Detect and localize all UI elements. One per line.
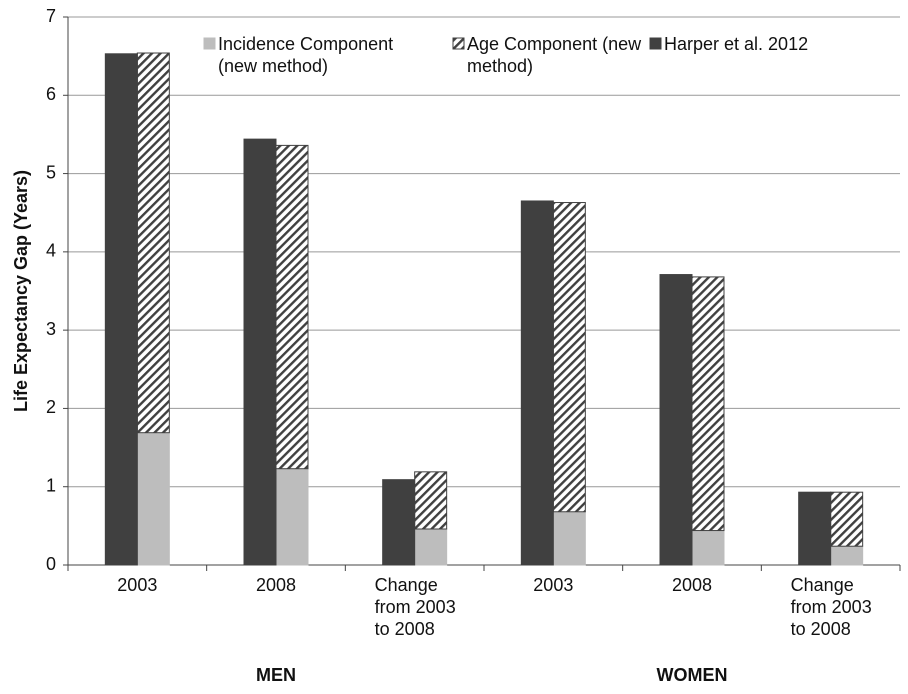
bar-segment [275,468,309,566]
y-tick-label: 1 [46,475,56,495]
bar [798,491,832,566]
x-tick-label: 2003 [117,575,158,595]
bar-segment [830,545,864,566]
x-tick-label: Change from 2003 to 2008 [374,575,456,639]
bar-segment [414,528,448,566]
legend-label: Age Component (new method) [467,34,642,76]
bar-segment [552,511,586,566]
legend-swatch [203,37,216,50]
legend-swatch [452,37,465,50]
bar-segment [275,144,309,470]
bar-segment [691,276,725,532]
bar-segment [136,432,170,566]
group-label: WOMEN [656,665,728,685]
bar [520,200,554,566]
y-tick-label: 5 [46,162,56,182]
bar-segment [414,471,448,530]
bar [659,274,693,566]
bar [243,138,277,566]
y-axis-title: Life Expectancy Gap (Years) [11,170,31,412]
y-tick-label: 4 [46,241,56,261]
legend-label: Harper et al. 2012 [664,34,809,54]
bar [382,479,416,566]
bar-segment [830,491,864,547]
bar-segment [136,52,170,434]
x-tick-label: Change from 2003 to 2008 [790,575,872,639]
y-tick-label: 3 [46,319,56,339]
y-tick-label: 7 [46,6,56,26]
x-tick-label: 2003 [533,575,574,595]
x-tick-label: 2008 [255,575,297,595]
bar-segment [691,530,725,566]
group-label: MEN [256,665,296,685]
legend-label: Incidence Component (new method) [218,34,394,76]
legend-swatch [649,37,662,50]
y-tick-label: 0 [46,554,56,574]
y-tick-label: 2 [46,397,56,417]
bar-segment [552,202,586,513]
x-tick-label: 2008 [671,575,713,595]
bar [104,53,138,566]
y-tick-label: 6 [46,84,56,104]
